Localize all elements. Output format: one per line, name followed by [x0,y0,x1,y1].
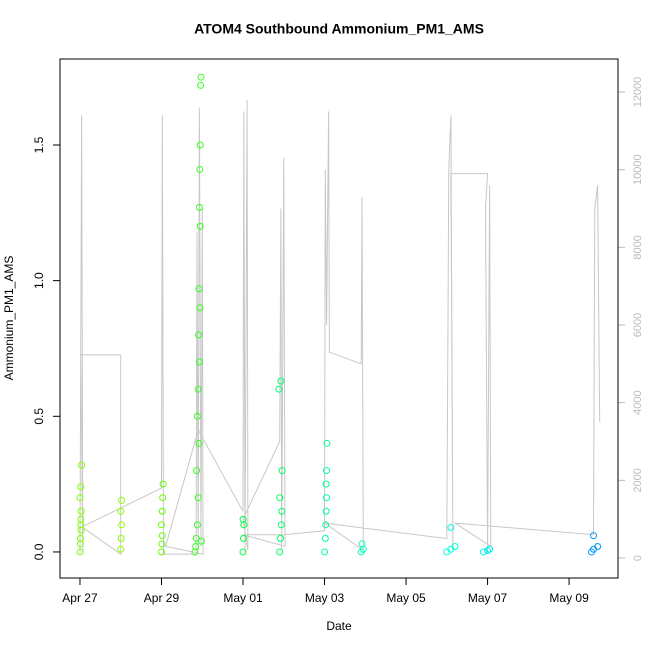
point [451,543,459,551]
y-axis-label: Ammonium_PM1_AMS [2,256,16,381]
point [196,141,204,149]
point [193,412,201,420]
point [76,548,84,556]
point [195,331,203,339]
point [117,507,125,515]
point [276,548,284,556]
point [197,81,205,89]
point [275,385,283,393]
x-tick-label: May 09 [549,591,589,605]
point [77,526,85,534]
point [76,494,84,502]
point [239,548,247,556]
y-tick-label: 1.5 [32,136,46,153]
y-tick-label: 1.0 [32,272,46,289]
y2-tick-label: 12000 [632,77,644,108]
point [76,540,84,548]
point [78,461,86,469]
point [192,543,200,551]
point [77,507,85,515]
point [196,304,204,312]
point [277,534,285,542]
point [277,521,285,529]
point [323,439,331,447]
point [77,521,85,529]
point [159,494,167,502]
x-tick-label: May 03 [305,591,345,605]
point [118,521,126,529]
plot-frame [59,58,619,579]
point [77,483,85,491]
point [197,537,205,545]
point [321,548,329,556]
point [158,540,166,548]
point [77,515,85,523]
x-axis-label: Date [326,619,352,633]
point [322,521,330,529]
point [194,494,202,502]
point [486,545,494,553]
y2-tick-label: 2000 [632,468,644,492]
x-tick-label: May 01 [223,591,263,605]
point [157,548,165,556]
point [197,73,205,81]
x-tick-label: May 05 [386,591,426,605]
point [118,496,126,504]
point [195,358,203,366]
point [76,534,84,542]
x-tick-label: Apr 29 [144,591,180,605]
point [196,222,204,230]
point [193,467,201,475]
y2-tick-label: 8000 [632,235,644,259]
point [277,377,285,385]
y2-tick-label: 0 [632,555,644,561]
point [484,547,492,555]
point [196,165,204,173]
y2-tick-label: 4000 [632,390,644,414]
chart-title: ATOM4 Southbound Ammonium_PM1_AMS [194,21,484,37]
point [322,480,330,488]
point [194,385,202,393]
point [239,515,247,523]
y-tick-label: 0.0 [32,543,46,560]
x-tick-label: May 07 [468,591,508,605]
point [278,507,286,515]
point [195,439,203,447]
point [159,480,167,488]
point [158,532,166,540]
point [594,543,602,551]
point [192,534,200,542]
y-tick-label: 0.5 [32,408,46,425]
y2-tick-label: 10000 [632,154,644,185]
point [447,524,455,532]
point [321,534,329,542]
point [358,540,366,548]
point [158,507,166,515]
point [157,521,165,529]
point [323,467,331,475]
point [479,548,487,556]
point [590,532,598,540]
point [195,203,203,211]
x-tick-label: Apr 27 [62,591,98,605]
point [193,521,201,529]
point [117,545,125,553]
point [195,285,203,293]
point [322,507,330,515]
point [323,494,331,502]
y2-tick-label: 6000 [632,313,644,337]
point [278,467,286,475]
point [117,534,125,542]
point [276,494,284,502]
point [239,534,247,542]
